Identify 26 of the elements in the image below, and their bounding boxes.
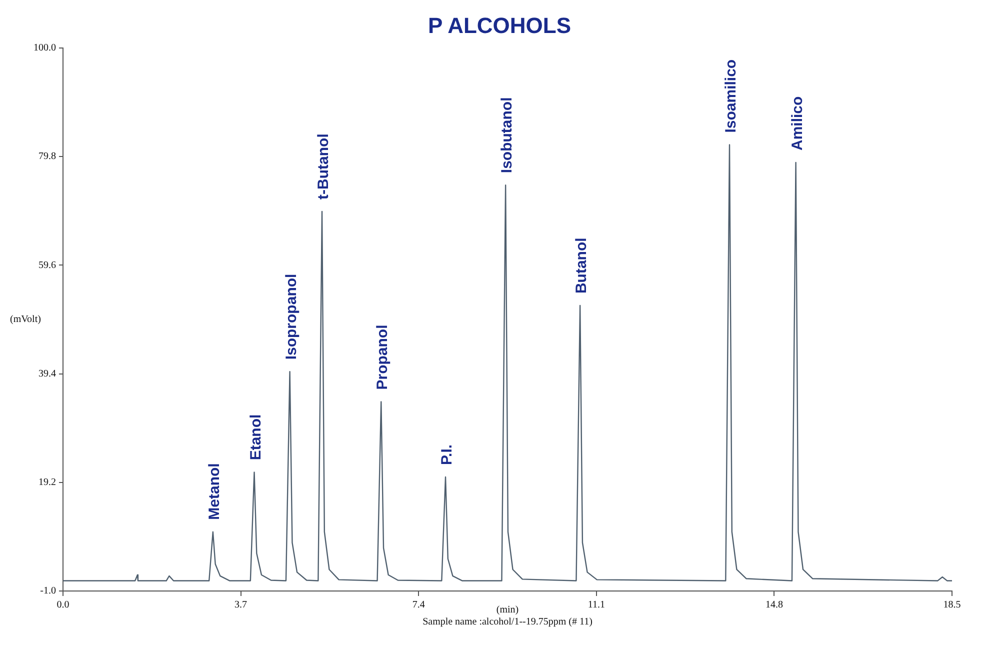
annotation: Propanol: [374, 324, 392, 390]
y-tick-label: 79.8: [38, 151, 56, 162]
text: Sample name :alcohol/1--19.75ppm (# 11): [422, 616, 592, 628]
x-tick-label: 3.7: [234, 600, 248, 611]
y-tick-label: 100.0: [34, 42, 56, 54]
x-tick-label: 18.5: [943, 600, 961, 611]
x-tick-label: 11.1: [588, 600, 605, 611]
x-tick-label: 14.8: [765, 600, 783, 611]
y-tick-label: 39.4: [38, 368, 56, 380]
annotation: Butanol: [573, 238, 590, 294]
annotation: Isoamilico: [722, 59, 740, 133]
chart-title: P ALCOHOLS: [428, 13, 572, 38]
annotation: Isopropanol: [282, 274, 300, 360]
annotation: Metanol: [206, 463, 223, 520]
annotation: t-Butanol: [315, 134, 332, 200]
x-tick-label: 7.4: [412, 600, 425, 611]
x-tick-label: 0.0: [56, 600, 70, 611]
annotation: P.I.: [438, 444, 456, 466]
y-tick-label: -1.0: [40, 586, 56, 597]
annotation: Amilico: [788, 96, 806, 151]
y-tick-label: 59.6: [38, 260, 56, 271]
y-axis-title: (mVolt): [10, 314, 41, 326]
y-tick-label: 19.2: [38, 477, 56, 488]
annotation: Etanol: [247, 414, 264, 460]
annotation: Isobutanol: [498, 97, 516, 174]
x-axis-title: (min): [496, 604, 519, 616]
